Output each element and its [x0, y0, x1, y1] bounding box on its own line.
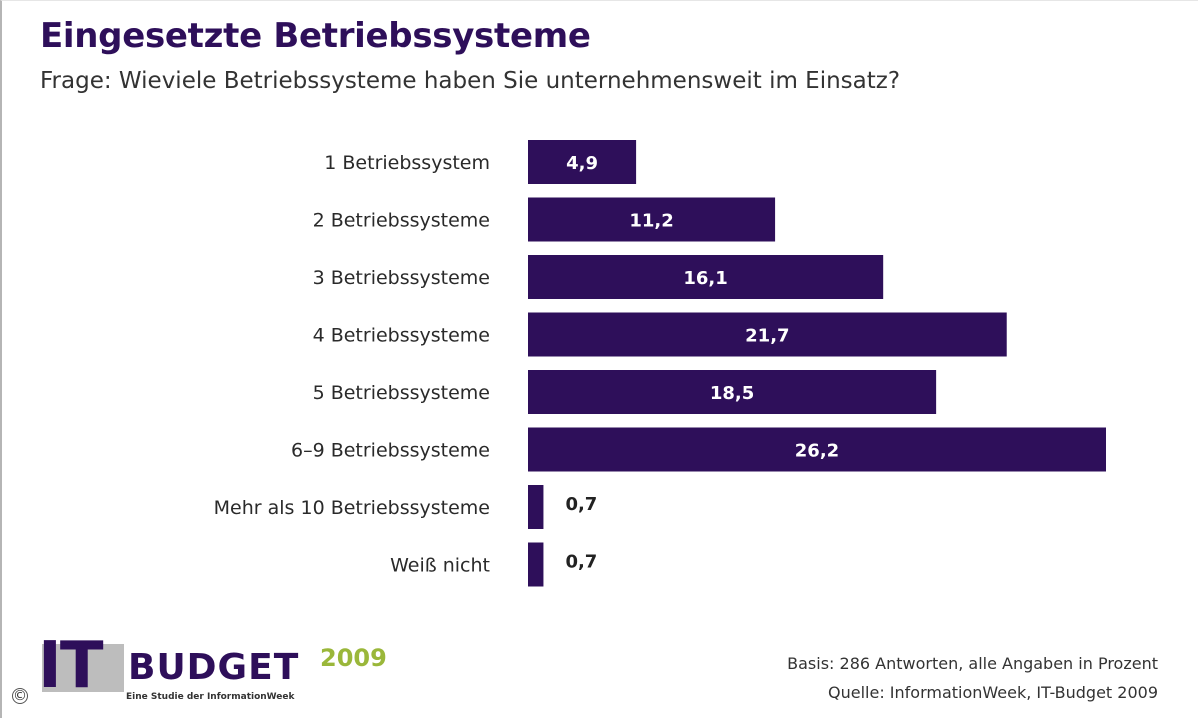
bar-3: [528, 255, 884, 299]
value-label: 4,9: [566, 153, 598, 174]
logo-tagline: Eine Studie der InformationWeek: [126, 692, 295, 702]
footer-basis: Basis: 286 Antworten, alle Angaben in Pr…: [787, 654, 1158, 673]
category-label: Weiß nicht: [390, 555, 490, 577]
bar-5: [528, 370, 937, 414]
value-label: 18,5: [710, 383, 754, 404]
category-label: 4 Betriebssysteme: [313, 325, 490, 347]
value-label: 26,2: [795, 441, 839, 462]
category-label: 6–9 Betriebssysteme: [291, 440, 490, 462]
footer-source: Quelle: InformationWeek, IT-Budget 2009: [828, 683, 1158, 702]
logo-shadow: [42, 644, 124, 692]
bar-8: [528, 542, 544, 587]
logo-year-text: 2009: [320, 644, 387, 672]
category-label: 1 Betriebssystem: [324, 152, 490, 174]
bar-1: [528, 140, 637, 184]
category-label: 3 Betriebssysteme: [313, 267, 490, 289]
value-label: 11,2: [629, 211, 673, 232]
bar-2: [528, 197, 776, 242]
bar-4: [528, 312, 1007, 357]
bar-6: [528, 427, 1106, 472]
category-label: 2 Betriebssysteme: [313, 210, 490, 232]
category-label: 5 Betriebssysteme: [313, 382, 490, 404]
category-label: Mehr als 10 Betriebssysteme: [214, 497, 490, 519]
value-label: 16,1: [683, 268, 727, 289]
chart-subtitle: Frage: Wieviele Betriebssysteme haben Si…: [40, 68, 901, 94]
value-label: 21,7: [745, 326, 789, 347]
bar-7: [528, 485, 544, 529]
value-label: 0,7: [565, 494, 597, 515]
logo-it-text: IT: [38, 629, 103, 703]
chart-title: Eingesetzte Betriebssysteme: [40, 16, 591, 56]
logo-budget-text: BUDGET: [128, 647, 300, 688]
value-label: 0,7: [565, 552, 597, 573]
it-budget-logo: IT BUDGET 2009 Eine Studie der Informati…: [38, 634, 398, 712]
copyright-icon: ©: [12, 688, 28, 704]
